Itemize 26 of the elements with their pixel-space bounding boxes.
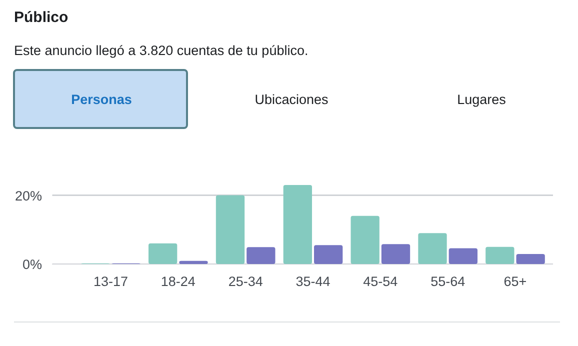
bar	[350, 216, 380, 264]
bar	[314, 245, 343, 264]
text: Ubicaciones	[254, 92, 329, 107]
x-tick-label: 45-54	[363, 274, 398, 289]
bar	[448, 248, 478, 264]
bar	[516, 254, 545, 264]
x-tick-label: 25-34	[228, 274, 264, 289]
x-tick-label: 35-44	[296, 274, 331, 289]
bar	[418, 233, 447, 264]
x-tick-label: 55-64	[430, 274, 466, 289]
chart-title: Público	[14, 9, 68, 26]
y-tick-label: 0%	[22, 257, 42, 272]
x-tick-label: 18-24	[160, 274, 196, 289]
bar	[216, 195, 245, 264]
chart-subtitle: Este anuncio llegó a 3.820 cuentas de tu público.	[14, 43, 308, 58]
x-tick-label: 13-17	[93, 274, 128, 289]
bar	[148, 243, 178, 264]
bar	[246, 247, 276, 264]
x-tick-label: 65+	[504, 274, 527, 289]
bar	[486, 246, 514, 264]
bar	[179, 260, 208, 264]
bar	[283, 185, 312, 264]
y-tick-label: 20%	[14, 188, 42, 204]
text: Lugares	[457, 92, 506, 107]
bar	[381, 244, 410, 264]
text: Personas	[71, 92, 132, 107]
